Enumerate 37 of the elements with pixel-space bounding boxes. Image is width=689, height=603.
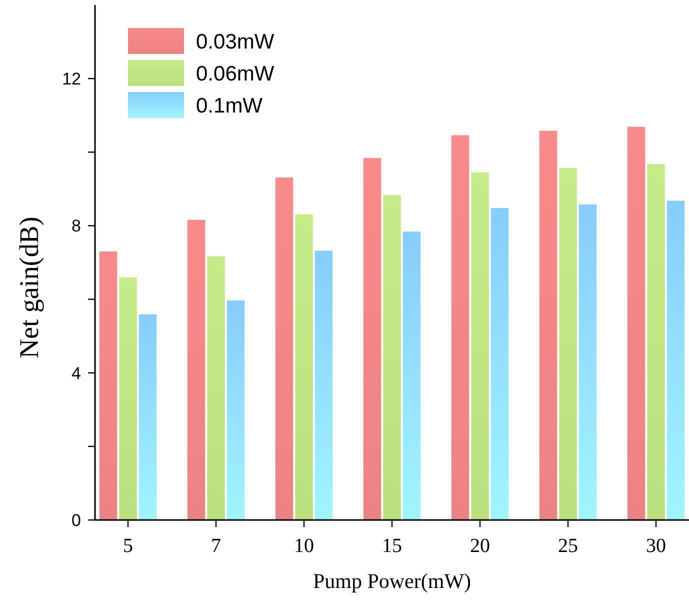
- x-tick-label: 20: [470, 535, 490, 557]
- bar: [451, 135, 470, 520]
- legend-label: 0.1mW: [196, 94, 263, 118]
- bar: [666, 200, 685, 520]
- bar: [187, 220, 206, 520]
- bar: [207, 256, 225, 520]
- bar: [647, 164, 665, 520]
- x-axis-title: Pump Power(mW): [312, 569, 472, 593]
- bar: [402, 232, 421, 520]
- x-tick-label: 30: [646, 535, 666, 557]
- bar: [363, 158, 382, 520]
- x-tick-label: 25: [558, 535, 578, 557]
- bar: [627, 126, 646, 520]
- y-tick-label: 4: [72, 364, 81, 383]
- bar: [119, 277, 137, 520]
- bar: [275, 178, 294, 520]
- bar: [99, 251, 118, 520]
- bar: [490, 208, 509, 520]
- bar: [578, 204, 597, 520]
- y-tick-label: 12: [62, 70, 81, 89]
- bar: [138, 314, 157, 520]
- x-tick-label: 10: [294, 535, 314, 557]
- y-tick-label: 8: [72, 216, 81, 236]
- legend-label: 0.06mW: [196, 62, 274, 86]
- x-tick-label: 5: [123, 535, 133, 557]
- y-axis-title: Net gain(dB): [14, 216, 44, 358]
- bar: [314, 250, 333, 520]
- bar: [383, 195, 401, 520]
- legend-label: 0.03mW: [196, 30, 274, 54]
- bar: [471, 172, 489, 520]
- bar: [295, 214, 313, 520]
- y-tick-label: 0: [72, 510, 81, 530]
- x-tick-label: 15: [382, 535, 402, 557]
- bar: [539, 130, 558, 520]
- x-tick-label: 7: [211, 535, 221, 557]
- bar: [559, 168, 577, 520]
- bar: [226, 300, 245, 520]
